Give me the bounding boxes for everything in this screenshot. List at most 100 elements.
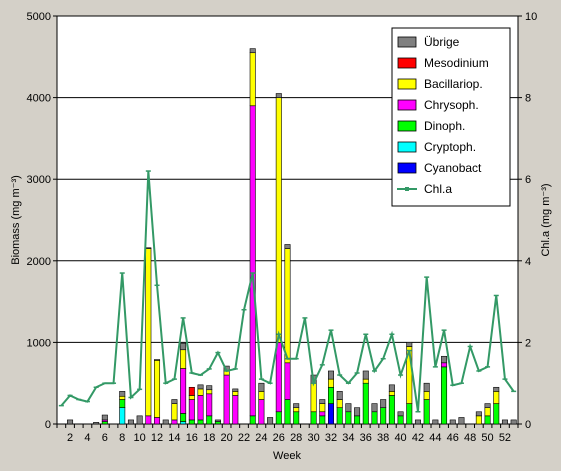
legend-swatch bbox=[397, 78, 417, 90]
bar-segment bbox=[275, 93, 282, 98]
x-tick-label: 14 bbox=[168, 432, 180, 444]
bar-segment bbox=[101, 414, 108, 421]
bar-segment bbox=[449, 419, 456, 425]
bar-segment bbox=[484, 403, 491, 408]
bar-segment bbox=[310, 411, 317, 425]
bar-segment bbox=[501, 419, 508, 425]
bar-segment bbox=[180, 342, 187, 351]
bar-segment bbox=[145, 248, 152, 417]
bar-segment bbox=[284, 248, 291, 364]
bar-segment bbox=[284, 399, 291, 425]
bar-segment bbox=[249, 48, 256, 54]
bar-segment bbox=[414, 419, 421, 425]
bar-segment bbox=[432, 419, 439, 425]
bar-segment bbox=[319, 415, 326, 425]
legend-label: Übrige bbox=[424, 35, 460, 49]
legend-swatch bbox=[397, 99, 417, 111]
right-axis-ticks: 0 2 4 6 8 10 bbox=[518, 11, 537, 431]
bar-segment bbox=[388, 384, 395, 392]
x-tick-label: 42 bbox=[412, 432, 424, 444]
legend-swatch bbox=[397, 162, 417, 174]
bar-segment bbox=[275, 97, 282, 343]
x-tick-label: 36 bbox=[360, 432, 372, 444]
x-tick-label: 12 bbox=[151, 432, 163, 444]
bar-segment bbox=[293, 411, 300, 425]
x-tick-label: 24 bbox=[255, 432, 267, 444]
bar-segment bbox=[119, 395, 126, 400]
bar-segment bbox=[423, 382, 430, 392]
x-tick-label: 40 bbox=[394, 432, 406, 444]
legend-swatch bbox=[397, 141, 417, 153]
bar-segment bbox=[67, 419, 74, 425]
right-tick-label: 8 bbox=[525, 93, 531, 105]
y-axis-label-left: Biomass (mg m⁻³) bbox=[10, 175, 22, 265]
bar-segment bbox=[258, 399, 265, 425]
bar-segment bbox=[214, 419, 221, 422]
left-tick-label: 2000 bbox=[27, 256, 51, 268]
bar-segment bbox=[136, 415, 143, 425]
bar-segment bbox=[293, 403, 300, 408]
bar-segment bbox=[406, 403, 413, 425]
bar-segment bbox=[397, 415, 404, 425]
bar-segment bbox=[475, 415, 482, 425]
bar-segment bbox=[101, 421, 108, 425]
bar-segment bbox=[232, 395, 239, 425]
x-tick-label: 48 bbox=[464, 432, 476, 444]
bar-segment bbox=[397, 411, 404, 417]
left-tick-label: 3000 bbox=[27, 174, 51, 186]
x-tick-label: 30 bbox=[307, 432, 319, 444]
bar-segment bbox=[441, 362, 448, 368]
x-tick-label: 22 bbox=[238, 432, 250, 444]
right-tick-label: 2 bbox=[525, 337, 531, 349]
bar-segment bbox=[197, 384, 204, 390]
bar-segment bbox=[171, 403, 178, 421]
y-axis-label-right: Chl.a (mg m⁻³) bbox=[540, 183, 552, 256]
bar-segment bbox=[484, 407, 491, 417]
left-axis-ticks: 0 1000 2000 3000 4000 5000 bbox=[27, 11, 57, 431]
bar-segment bbox=[119, 391, 126, 397]
bar-segment bbox=[206, 393, 213, 417]
bar-segment bbox=[327, 386, 334, 404]
bar-segment bbox=[249, 105, 256, 417]
bar-segment bbox=[345, 411, 352, 425]
bar-segment bbox=[388, 391, 395, 396]
bar-segment bbox=[258, 391, 265, 400]
bar-segment bbox=[293, 407, 300, 413]
bar-segment bbox=[154, 417, 161, 425]
bar-segment bbox=[327, 403, 334, 425]
bar-segment bbox=[275, 342, 282, 413]
x-tick-label: 2 bbox=[67, 432, 73, 444]
bar-segment bbox=[145, 247, 152, 249]
legend-swatch bbox=[397, 36, 417, 48]
bar-segment bbox=[362, 382, 369, 425]
bar-segment bbox=[127, 419, 134, 425]
bar-segment bbox=[180, 368, 187, 414]
x-tick-label: 10 bbox=[134, 432, 146, 444]
legend-label: Cyanobact bbox=[424, 161, 482, 175]
bar-segment bbox=[188, 419, 195, 425]
bar-segment bbox=[188, 399, 195, 421]
bar-segment bbox=[206, 385, 213, 391]
x-tick-label: 34 bbox=[342, 432, 354, 444]
bar-segment bbox=[354, 415, 361, 425]
bar-segment bbox=[145, 415, 152, 425]
x-tick-label: 18 bbox=[203, 432, 215, 444]
left-tick-label: 5000 bbox=[27, 11, 51, 23]
bar-segment bbox=[493, 403, 500, 425]
x-tick-label: 6 bbox=[102, 432, 108, 444]
bar-segment bbox=[310, 382, 317, 413]
x-tick-label: 50 bbox=[481, 432, 493, 444]
bar-segment bbox=[119, 407, 126, 425]
x-axis-label: Week bbox=[273, 450, 301, 462]
bar-segment bbox=[319, 403, 326, 413]
bar-segment bbox=[267, 417, 274, 425]
bar-segment bbox=[458, 417, 465, 425]
bar-segment bbox=[249, 52, 256, 107]
bar-segment bbox=[336, 407, 343, 425]
x-tick-label: 16 bbox=[186, 432, 198, 444]
bar-segment bbox=[380, 399, 387, 408]
x-tick-label: 32 bbox=[325, 432, 337, 444]
bar-segment bbox=[362, 370, 369, 380]
bar-segment bbox=[232, 391, 239, 396]
